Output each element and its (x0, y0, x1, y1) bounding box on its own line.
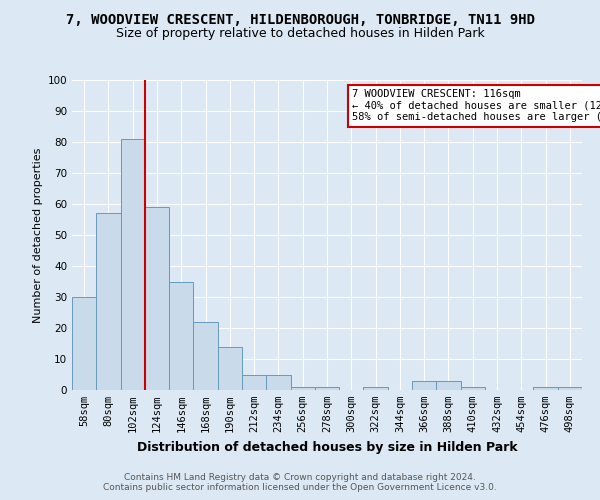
Text: 7, WOODVIEW CRESCENT, HILDENBOROUGH, TONBRIDGE, TN11 9HD: 7, WOODVIEW CRESCENT, HILDENBOROUGH, TON… (65, 12, 535, 26)
Bar (169, 282, 193, 390)
Bar (412, 380, 436, 390)
Bar (315, 387, 339, 390)
Text: Contains HM Land Registry data © Crown copyright and database right 2024.
Contai: Contains HM Land Registry data © Crown c… (103, 473, 497, 492)
Bar (145, 207, 169, 390)
Text: Size of property relative to detached houses in Hilden Park: Size of property relative to detached ho… (116, 28, 484, 40)
Bar (558, 387, 582, 390)
Bar (290, 387, 315, 390)
Bar (533, 387, 558, 390)
X-axis label: Distribution of detached houses by size in Hilden Park: Distribution of detached houses by size … (137, 440, 517, 454)
Bar (218, 346, 242, 390)
Bar (436, 380, 461, 390)
Bar (461, 387, 485, 390)
Bar (364, 387, 388, 390)
Bar (121, 139, 145, 390)
Bar (96, 214, 121, 390)
Bar (242, 374, 266, 390)
Y-axis label: Number of detached properties: Number of detached properties (34, 148, 43, 322)
Bar (72, 297, 96, 390)
Text: 7 WOODVIEW CRESCENT: 116sqm
← 40% of detached houses are smaller (125)
58% of se: 7 WOODVIEW CRESCENT: 116sqm ← 40% of det… (353, 90, 600, 122)
Bar (193, 322, 218, 390)
Bar (266, 374, 290, 390)
